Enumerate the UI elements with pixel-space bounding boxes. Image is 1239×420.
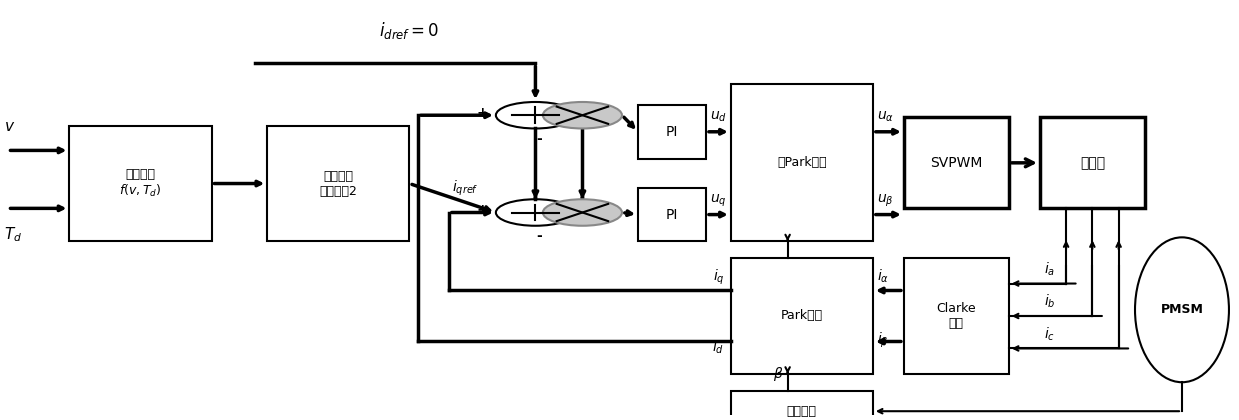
Text: $i_\beta$: $i_\beta$: [877, 331, 888, 350]
Text: $\beta$: $\beta$: [773, 365, 783, 383]
Text: PI: PI: [665, 207, 678, 222]
Text: $T_d$: $T_d$: [4, 225, 22, 244]
Bar: [731, 391, 873, 420]
Text: PMSM: PMSM: [1161, 303, 1203, 316]
Bar: [903, 117, 1009, 208]
Text: 位置信号: 位置信号: [787, 405, 817, 418]
Text: 转矩平滑
切换模块2: 转矩平滑 切换模块2: [320, 170, 357, 197]
Text: PI: PI: [665, 125, 678, 139]
Text: Clarke
变换: Clarke 变换: [937, 302, 976, 330]
Text: $u_\beta$: $u_\beta$: [877, 192, 893, 209]
Circle shape: [543, 102, 622, 129]
Text: $i_\alpha$: $i_\alpha$: [877, 267, 888, 284]
Text: $i_a$: $i_a$: [1043, 260, 1054, 278]
Text: $i_c$: $i_c$: [1043, 325, 1054, 342]
Text: $i_b$: $i_b$: [1043, 293, 1056, 310]
Text: $v$: $v$: [4, 119, 15, 134]
Text: Park变换: Park变换: [781, 310, 823, 323]
Bar: [1040, 117, 1145, 208]
Text: $i_q$: $i_q$: [712, 267, 725, 286]
Text: 反Park变换: 反Park变换: [777, 156, 826, 169]
Text: SVPWM: SVPWM: [930, 156, 983, 170]
Circle shape: [543, 199, 622, 226]
Text: $i_{dref}=0$: $i_{dref}=0$: [379, 20, 440, 41]
Text: $i_{qref}$: $i_{qref}$: [452, 179, 478, 198]
Text: 助力曲线
$f(v,T_d)$: 助力曲线 $f(v,T_d)$: [119, 168, 161, 199]
Text: 逆变器: 逆变器: [1080, 156, 1105, 170]
Bar: [731, 258, 873, 374]
Text: -: -: [536, 132, 541, 146]
Text: $u_\alpha$: $u_\alpha$: [877, 109, 893, 124]
Bar: [638, 188, 706, 242]
Bar: [638, 105, 706, 159]
Text: -: -: [536, 229, 541, 243]
Bar: [731, 84, 873, 241]
Bar: [903, 258, 1009, 374]
Bar: [69, 126, 212, 242]
Bar: [268, 126, 409, 242]
Ellipse shape: [1135, 237, 1229, 382]
Text: $u_q$: $u_q$: [710, 192, 726, 209]
Text: +: +: [477, 106, 488, 120]
Text: +: +: [477, 203, 488, 218]
Text: $u_d$: $u_d$: [710, 109, 727, 124]
Text: $i_d$: $i_d$: [712, 339, 725, 356]
